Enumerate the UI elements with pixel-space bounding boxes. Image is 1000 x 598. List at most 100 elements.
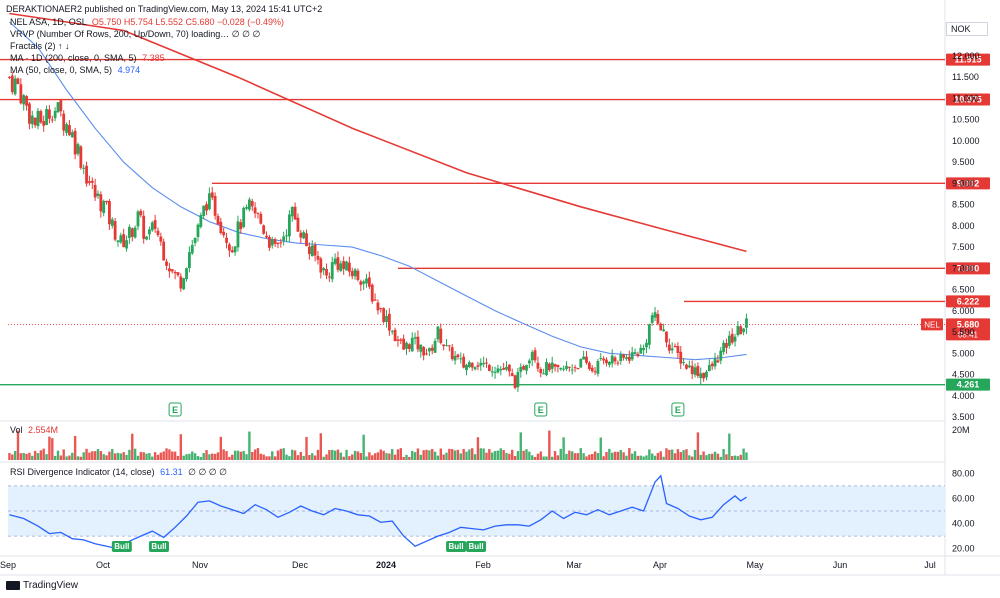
candle-body bbox=[299, 232, 303, 238]
rsi-value: 61.31 bbox=[160, 467, 183, 477]
candle-body bbox=[347, 262, 351, 272]
candle-body bbox=[93, 184, 97, 198]
price-tick: 6.000 bbox=[952, 306, 975, 316]
candle-body bbox=[467, 362, 471, 368]
candle-body bbox=[182, 278, 186, 290]
candle-body bbox=[387, 313, 391, 331]
candle-body bbox=[176, 272, 180, 276]
candle-body bbox=[570, 369, 574, 371]
candle-body bbox=[173, 272, 177, 274]
candle-body bbox=[110, 219, 114, 226]
candle-body bbox=[545, 362, 548, 376]
volume-bar bbox=[705, 455, 708, 460]
volume-bar bbox=[251, 451, 254, 460]
candle-body bbox=[233, 246, 237, 253]
volume-bar bbox=[122, 452, 125, 460]
candle-body bbox=[250, 201, 254, 207]
candle-body bbox=[125, 240, 128, 249]
ma50-legend[interactable]: MA (50, close, 0, SMA, 5) 4.974 bbox=[10, 65, 140, 75]
candle-body bbox=[202, 205, 206, 216]
price-tick: 5.000 bbox=[952, 348, 975, 358]
ma50-label: MA (50, close, 0, SMA, 5) bbox=[10, 65, 113, 75]
candle-body bbox=[473, 367, 477, 370]
brand-name: TradingView bbox=[23, 580, 79, 591]
volume-bar bbox=[699, 454, 702, 460]
candle-body bbox=[136, 211, 140, 227]
price-tick: 11.500 bbox=[952, 72, 979, 82]
candle-body bbox=[365, 278, 368, 284]
volume-bar bbox=[333, 450, 337, 460]
candle-body bbox=[168, 268, 171, 272]
ma200-legend[interactable]: MA · 1D (200, close, 0, SMA, 5) 7.385 bbox=[10, 53, 165, 63]
candle-body bbox=[42, 121, 46, 126]
candle-body bbox=[610, 355, 614, 364]
candle-body bbox=[142, 215, 146, 239]
volume-bar bbox=[525, 449, 528, 460]
time-tick: 2024 bbox=[376, 560, 396, 570]
rsi-extra: ∅ ∅ ∅ ∅ bbox=[188, 467, 227, 477]
volume-bar bbox=[596, 452, 600, 460]
candle-body bbox=[68, 125, 71, 136]
candle-body bbox=[419, 344, 423, 352]
volume-bar bbox=[536, 453, 540, 460]
candle-body bbox=[622, 354, 626, 358]
volume-bar bbox=[79, 456, 83, 460]
candle-body bbox=[313, 244, 317, 256]
candle-body bbox=[413, 337, 417, 339]
rsi-line bbox=[9, 474, 747, 550]
volume-bar bbox=[108, 451, 111, 460]
level-label: 9.002 bbox=[957, 178, 980, 188]
volume-label: Vol bbox=[10, 425, 23, 435]
volume-bar bbox=[119, 453, 123, 460]
volume-bar bbox=[165, 448, 168, 460]
candle-body bbox=[679, 351, 683, 364]
volume-bar bbox=[151, 456, 154, 460]
price-tick: 7.500 bbox=[952, 242, 975, 252]
volume-bar bbox=[199, 456, 203, 460]
candle-body bbox=[245, 207, 248, 209]
currency-label[interactable]: NOK bbox=[946, 22, 988, 36]
volume-bar bbox=[373, 453, 377, 460]
earnings-marker bbox=[168, 402, 182, 417]
volume-bar bbox=[153, 452, 157, 460]
candle-body bbox=[490, 371, 494, 373]
candle-body bbox=[16, 78, 20, 85]
volume-bar bbox=[371, 455, 374, 460]
volume-bar bbox=[31, 455, 34, 460]
candle-body bbox=[287, 214, 291, 237]
candle-body bbox=[205, 204, 208, 211]
volume-bar bbox=[36, 453, 40, 460]
fractals-legend[interactable]: Fractals (2) ↑ ↓ bbox=[10, 41, 70, 51]
candle-body bbox=[705, 371, 708, 378]
volume-bar bbox=[273, 456, 277, 460]
volume-bar bbox=[565, 453, 568, 460]
volume-bar bbox=[345, 449, 348, 460]
symbol-legend[interactable]: NEL ASA, 1D, OSL O5.750 H5.754 L5.552 C5… bbox=[10, 17, 284, 27]
vrvp-legend[interactable]: VRVP (Number Of Rows, 200, Up/Down, 70) … bbox=[10, 29, 261, 39]
volume-bar bbox=[342, 456, 345, 460]
candle-body bbox=[330, 262, 334, 280]
volume-bar bbox=[573, 453, 577, 460]
volume-bar bbox=[213, 453, 217, 460]
volume-bar bbox=[582, 453, 585, 460]
volume-bar bbox=[471, 448, 474, 460]
volume-legend[interactable]: Vol 2.554M bbox=[10, 425, 58, 435]
candle-body bbox=[465, 364, 468, 371]
volume-bar bbox=[208, 454, 211, 460]
candle-body bbox=[239, 222, 243, 230]
volume-bar bbox=[610, 452, 614, 460]
candle-body bbox=[133, 227, 137, 238]
volume-bar bbox=[431, 448, 434, 460]
candle-body bbox=[253, 207, 257, 214]
rsi-legend[interactable]: RSI Divergence Indicator (14, close) 61.… bbox=[10, 467, 227, 478]
volume-value: 2.554M bbox=[28, 425, 59, 435]
volume-bar bbox=[139, 451, 143, 460]
candle-body bbox=[525, 365, 528, 371]
volume-bar bbox=[205, 450, 208, 460]
candle-body bbox=[587, 362, 591, 369]
candle-body bbox=[516, 372, 520, 388]
volume-bar bbox=[599, 437, 602, 460]
volume-bar bbox=[359, 453, 363, 460]
price-tick: 7.000 bbox=[952, 263, 975, 273]
